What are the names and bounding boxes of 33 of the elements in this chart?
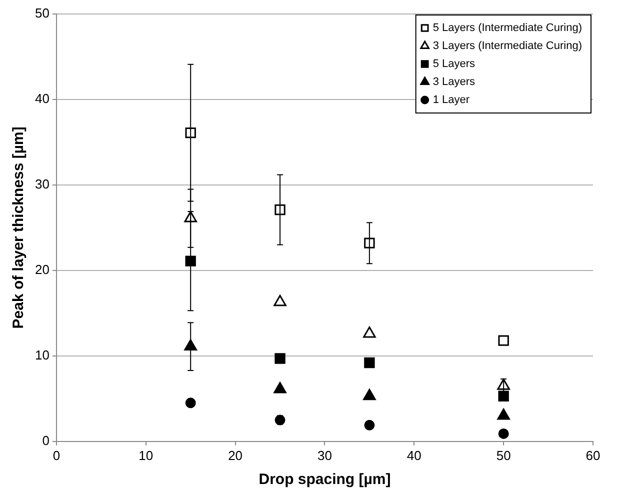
y-tick-label: 40 xyxy=(34,91,50,106)
x-tick-label: 60 xyxy=(586,448,600,463)
legend-label: 5 Layers xyxy=(432,58,476,70)
x-tick-label: 10 xyxy=(138,448,154,463)
point xyxy=(274,353,286,364)
point xyxy=(364,357,375,368)
point xyxy=(498,428,509,439)
y-tick-label: 30 xyxy=(34,176,50,192)
y-tick-label: 20 xyxy=(34,262,50,278)
y-axis-title: Peak of layer thickness [µm] xyxy=(10,126,28,329)
point xyxy=(363,388,376,400)
point xyxy=(364,420,375,430)
x-tick-label: 20 xyxy=(228,448,243,463)
x-tick-label: 50 xyxy=(496,448,511,463)
point xyxy=(363,326,376,338)
point xyxy=(274,294,286,306)
legend-label: 1 Layer xyxy=(432,94,470,106)
legend-label: 3 Layers (Intermediate Curing) xyxy=(432,40,582,52)
x-tick-label: 0 xyxy=(52,448,60,463)
point xyxy=(185,398,196,408)
x-tick-label: 40 xyxy=(406,448,422,463)
legend-label: 3 Layers xyxy=(432,76,476,88)
y-tick-label: 50 xyxy=(34,6,50,21)
x-tick-label: 30 xyxy=(317,448,332,463)
x-axis-title: Drop spacing [µm] xyxy=(258,471,391,488)
point xyxy=(498,390,509,402)
point xyxy=(274,382,286,394)
point xyxy=(497,408,510,420)
point xyxy=(185,256,196,266)
legend-label: 5 Layers (Intermediate Curing) xyxy=(432,22,582,34)
point xyxy=(498,335,509,346)
y-tick-label: 0 xyxy=(42,432,50,448)
y-tick-label: 10 xyxy=(34,348,50,362)
